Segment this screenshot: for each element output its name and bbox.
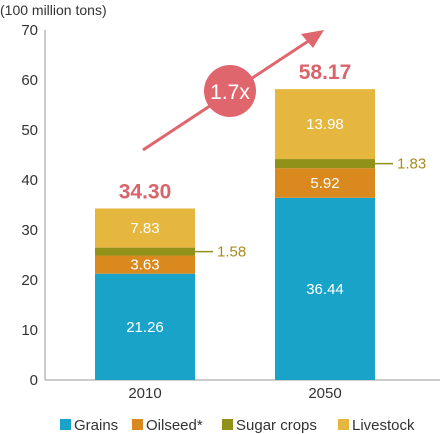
bar-segment — [95, 255, 195, 274]
bar-segment — [95, 208, 195, 248]
growth-badge-label: 1.7x — [210, 81, 250, 104]
legend-label: Livestock — [352, 417, 415, 434]
legend: Grains Oilseed* Sugar crops Livestock — [60, 417, 415, 434]
segment-value-label: 13.98 — [306, 116, 344, 133]
bar-segment — [275, 168, 375, 198]
segment-value-label: 1.58 — [217, 244, 246, 261]
bar-total-label: 58.17 — [299, 61, 352, 84]
bar-segment — [95, 247, 195, 256]
growth-annotation: 1.7x — [142, 30, 324, 152]
segment-value-label: 5.92 — [310, 175, 339, 192]
segment-value-label: 21.26 — [126, 319, 164, 336]
segment-value-label: 3.63 — [130, 257, 159, 274]
bar-total-label: 34.30 — [119, 181, 172, 204]
legend-label: Grains — [74, 417, 118, 434]
y-axis-ticks: 0 10 20 30 40 50 60 70 — [21, 22, 38, 389]
bars: 21.26 3.63 1.58 7.83 34.30 36.44 5.92 1.83 13.98… — [95, 61, 426, 380]
y-tick-label: 20 — [21, 272, 38, 289]
bar-segment — [275, 197, 375, 380]
y-tick-label: 30 — [21, 222, 38, 239]
y-tick-label: 0 — [30, 372, 38, 389]
legend-label: Sugar crops — [236, 417, 317, 434]
bar-segment — [275, 159, 375, 169]
growth-arrow-head — [301, 30, 324, 48]
y-tick-label: 70 — [21, 22, 38, 39]
growth-badge — [204, 65, 256, 117]
legend-swatch — [132, 419, 143, 430]
legend-swatch — [338, 419, 349, 430]
x-axis-categories: 2010 2050 — [128, 385, 341, 402]
legend-swatch — [222, 419, 233, 430]
x-category-label: 2050 — [308, 385, 341, 402]
y-tick-label: 40 — [21, 172, 38, 189]
y-tick-label: 60 — [21, 72, 38, 89]
bar-segment — [95, 273, 195, 380]
legend-swatch — [60, 419, 71, 430]
bar-segment — [275, 89, 375, 160]
y-axis-unit-label: (100 million tons) — [0, 2, 107, 18]
segment-value-label: 7.83 — [130, 220, 159, 237]
y-tick-label: 10 — [21, 322, 38, 339]
legend-label: Oilseed* — [146, 417, 203, 434]
x-category-label: 2010 — [128, 385, 161, 402]
y-tick-label: 50 — [21, 122, 38, 139]
segment-value-label: 1.83 — [397, 156, 426, 173]
segment-value-label: 36.44 — [306, 281, 344, 298]
